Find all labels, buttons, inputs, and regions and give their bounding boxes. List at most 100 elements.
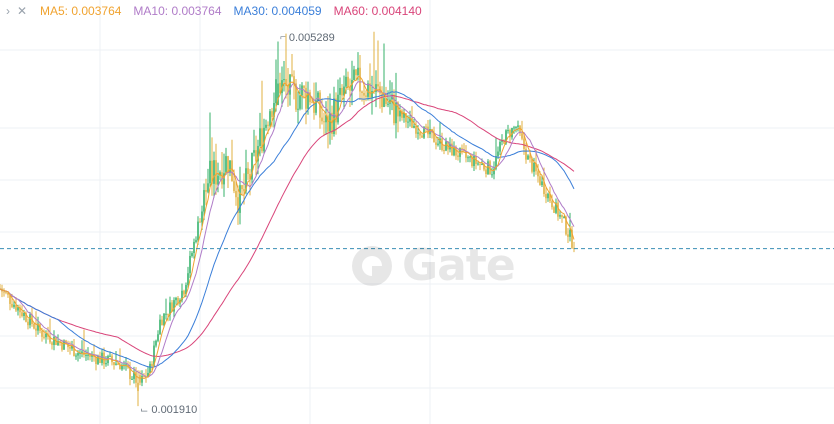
- candle-body: [11, 303, 13, 307]
- candle-body: [187, 273, 189, 286]
- candle-body: [429, 129, 431, 135]
- candle-body: [33, 323, 35, 329]
- candle-body: [295, 83, 297, 110]
- candle-body: [105, 363, 107, 365]
- candle-body: [457, 155, 459, 157]
- candle-body: [487, 161, 489, 174]
- candle-body: [35, 328, 37, 331]
- candle-body: [539, 176, 541, 186]
- candle-body: [553, 207, 555, 213]
- candle-body: [501, 140, 503, 142]
- low-price-label: ⌙ 0.001910: [140, 404, 197, 416]
- candle-body: [371, 90, 373, 98]
- candle-body: [41, 330, 43, 337]
- candle-body: [415, 125, 417, 134]
- candle-body: [131, 378, 133, 380]
- candle-body: [291, 74, 293, 77]
- candle-body: [405, 113, 407, 123]
- candle-body: [507, 130, 509, 132]
- candle-body: [229, 160, 231, 173]
- legend-ma60[interactable]: MA60: 0.004140: [334, 4, 422, 18]
- candle-body: [157, 334, 159, 341]
- candle-body: [375, 84, 377, 92]
- candle-body: [77, 353, 79, 356]
- candle-body: [283, 79, 285, 81]
- candle-body: [69, 347, 71, 349]
- candle-body: [97, 355, 99, 364]
- candle-body: [499, 141, 501, 152]
- candle-body: [437, 143, 439, 145]
- candle-body: [561, 215, 563, 218]
- candle-body: [353, 69, 355, 81]
- close-icon[interactable]: ✕: [16, 4, 28, 18]
- candle-body: [265, 124, 267, 128]
- candle-body: [125, 364, 127, 366]
- candle-body: [397, 102, 399, 117]
- candle-body: [169, 302, 171, 315]
- candle-body: [399, 110, 401, 117]
- candle-body: [233, 181, 235, 192]
- candle-body: [3, 291, 5, 293]
- candle-body: [207, 183, 209, 192]
- legend-ma10[interactable]: MA10: 0.003764: [133, 4, 221, 18]
- candle-body: [383, 98, 385, 107]
- candle-body: [293, 76, 295, 84]
- candle-body: [193, 241, 195, 254]
- candle-body: [421, 135, 423, 138]
- candle-body: [225, 156, 227, 174]
- candle-body: [477, 163, 479, 165]
- candle-body: [537, 171, 539, 177]
- candle-body: [251, 152, 253, 180]
- legend-ma5-label: MA5:: [40, 4, 69, 18]
- candle-body: [237, 197, 239, 213]
- legend-ma30[interactable]: MA30: 0.004059: [234, 4, 322, 18]
- candle-body: [149, 363, 151, 373]
- candle-body: [527, 155, 529, 160]
- candle-body: [495, 156, 497, 169]
- legend-ma10-value: 0.003764: [171, 4, 222, 18]
- candle-body: [289, 74, 291, 95]
- candle-body: [177, 297, 179, 304]
- candle-body: [247, 168, 249, 175]
- line-ma10: [0, 81, 575, 378]
- line-ma60: [0, 94, 575, 358]
- candle-body: [215, 160, 217, 185]
- candle-body: [231, 160, 233, 182]
- candle-body: [567, 234, 569, 237]
- candle-body: [381, 93, 383, 107]
- candle-body: [85, 354, 87, 356]
- candle-body: [51, 342, 53, 345]
- candle-body: [257, 145, 259, 162]
- legend-ma30-value: 0.004059: [271, 4, 322, 18]
- candle-body: [365, 95, 367, 97]
- candle-body: [393, 94, 395, 124]
- candle-body: [239, 185, 241, 213]
- candle-body: [241, 185, 243, 190]
- candle-body: [277, 83, 279, 106]
- high-price-value: 0.005289: [288, 31, 335, 44]
- candle-body: [243, 189, 245, 192]
- legend-ma5[interactable]: MA5: 0.003764: [40, 4, 121, 18]
- gate-logo-icon: [352, 245, 392, 286]
- candle-body: [455, 146, 457, 156]
- candle-body: [347, 76, 349, 87]
- candle-body: [185, 285, 187, 295]
- candle-body: [321, 117, 323, 122]
- line-ma5: [0, 76, 575, 380]
- candle-body: [497, 151, 499, 157]
- candle-body: [395, 102, 397, 124]
- candle-body: [205, 190, 207, 192]
- candle-body: [165, 313, 167, 315]
- candle-body: [417, 132, 419, 134]
- candle-body: [545, 194, 547, 199]
- candle-body: [377, 84, 379, 87]
- candle-body: [557, 202, 559, 217]
- chevron-right-icon[interactable]: ›: [6, 4, 10, 18]
- candle-body: [519, 125, 521, 134]
- candle-body: [135, 371, 137, 383]
- candle-body: [443, 150, 445, 152]
- candle-body: [147, 372, 149, 377]
- candle-body: [337, 94, 339, 123]
